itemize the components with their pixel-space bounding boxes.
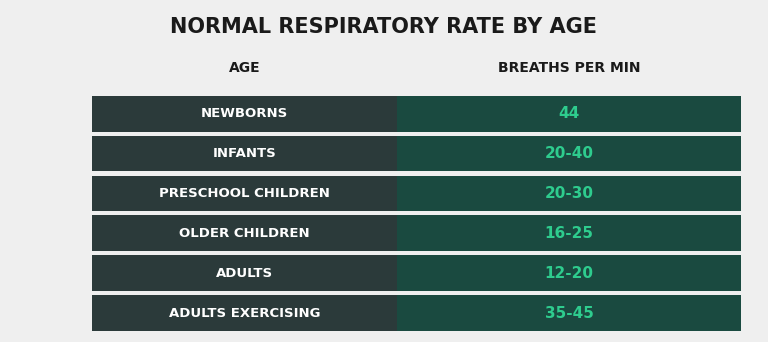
Text: NORMAL RESPIRATORY RATE BY AGE: NORMAL RESPIRATORY RATE BY AGE xyxy=(170,17,598,37)
FancyBboxPatch shape xyxy=(397,255,741,291)
Text: AGE: AGE xyxy=(229,62,260,75)
Text: 35-45: 35-45 xyxy=(545,306,594,321)
FancyBboxPatch shape xyxy=(92,295,397,331)
Text: INFANTS: INFANTS xyxy=(213,147,276,160)
Text: 12-20: 12-20 xyxy=(545,266,594,281)
Text: 20-40: 20-40 xyxy=(545,146,594,161)
FancyBboxPatch shape xyxy=(92,96,397,132)
Text: NEWBORNS: NEWBORNS xyxy=(201,107,288,120)
FancyBboxPatch shape xyxy=(397,96,741,132)
Text: BREATHS PER MIN: BREATHS PER MIN xyxy=(498,62,641,75)
Text: 16-25: 16-25 xyxy=(545,226,594,241)
Text: 20-30: 20-30 xyxy=(545,186,594,201)
FancyBboxPatch shape xyxy=(92,136,397,171)
FancyBboxPatch shape xyxy=(92,255,397,291)
FancyBboxPatch shape xyxy=(397,136,741,171)
Text: OLDER CHILDREN: OLDER CHILDREN xyxy=(180,227,310,240)
FancyBboxPatch shape xyxy=(397,175,741,211)
FancyBboxPatch shape xyxy=(397,295,741,331)
Text: PRESCHOOL CHILDREN: PRESCHOOL CHILDREN xyxy=(159,187,330,200)
Text: 44: 44 xyxy=(558,106,580,121)
FancyBboxPatch shape xyxy=(92,215,397,251)
Text: ADULTS: ADULTS xyxy=(216,267,273,280)
FancyBboxPatch shape xyxy=(397,215,741,251)
FancyBboxPatch shape xyxy=(92,175,397,211)
Text: ADULTS EXERCISING: ADULTS EXERCISING xyxy=(169,307,320,320)
